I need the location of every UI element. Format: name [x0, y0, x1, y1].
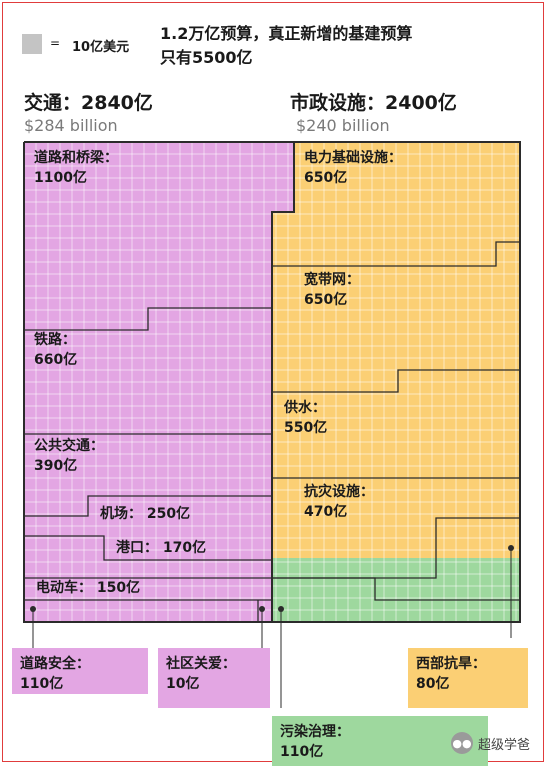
- boundary-道路和桥梁: [24, 307, 272, 331]
- label-name: 供水：: [284, 400, 326, 416]
- callout-value: 80亿: [416, 676, 450, 692]
- callout-道路安全: 道路安全： 110亿: [12, 648, 148, 694]
- label-value: 170亿: [162, 540, 207, 556]
- wechat-icon: ●●: [450, 732, 473, 754]
- label-value: 150亿: [96, 580, 141, 596]
- callout-name: 污染治理：: [280, 724, 350, 740]
- label-电力基础设施: 电力基础设施： 650亿: [304, 148, 402, 188]
- label-抗灾设施: 抗灾设施： 470亿: [304, 482, 374, 522]
- label-name: 宽带网：: [304, 272, 360, 288]
- boundary-宽带网: [272, 369, 520, 393]
- callout-name: 社区关爱：: [166, 656, 236, 672]
- boundary-机场: [24, 535, 272, 561]
- label-name: 公共交通：: [34, 438, 104, 454]
- callout-name: 西部抗旱：: [416, 656, 486, 672]
- label-道路和桥梁: 道路和桥梁： 1100亿: [34, 148, 118, 188]
- label-value: 1100亿: [34, 170, 87, 186]
- callout-value: 110亿: [20, 676, 64, 692]
- label-value: 650亿: [304, 292, 348, 308]
- label-value: 650亿: [304, 170, 348, 186]
- watermark-text: 超级学爸: [477, 737, 530, 753]
- municipal-outline: [272, 141, 521, 623]
- label-铁路: 铁路： 660亿: [34, 330, 77, 370]
- label-供水: 供水： 550亿: [284, 398, 327, 438]
- watermark: ●● 超级学爸: [450, 732, 530, 754]
- label-机场: 机场： 250亿: [100, 504, 190, 524]
- headline-line-2: 只有5500亿: [160, 48, 253, 67]
- callout-社区关爱: 社区关爱： 10亿: [158, 648, 270, 708]
- callout-西部抗旱: 西部抗旱： 80亿: [408, 648, 528, 708]
- headline-line-1: 1.2万亿预算，真正新增的基建预算: [160, 24, 413, 43]
- label-宽带网: 宽带网： 650亿: [304, 270, 360, 310]
- label-电动车: 电动车： 150亿: [36, 578, 140, 598]
- label-name: 道路和桥梁：: [34, 150, 118, 166]
- label-港口: 港口： 170亿: [116, 538, 206, 558]
- legend-swatch: [22, 34, 42, 54]
- boundary-公共交通: [24, 495, 272, 517]
- callout-value: 110亿: [280, 744, 324, 760]
- label-name: 机场：: [100, 506, 142, 522]
- transport-title: 交通：2840亿: [24, 92, 153, 114]
- callout-value: 10亿: [166, 676, 200, 692]
- label-value: 390亿: [34, 458, 78, 474]
- boundary-电力基础设施: [272, 241, 520, 267]
- label-name: 抗灾设施：: [304, 484, 374, 500]
- label-value: 660亿: [34, 352, 78, 368]
- label-value: 250亿: [146, 506, 191, 522]
- boundary-污染治理: [272, 577, 520, 601]
- municipal-subtitle: $240 billion: [296, 116, 390, 135]
- label-value: 470亿: [304, 504, 348, 520]
- label-name: 港口：: [116, 540, 158, 556]
- label-公共交通: 公共交通： 390亿: [34, 436, 104, 476]
- legend-label: 10亿美元: [72, 40, 130, 55]
- label-name: 电力基础设施：: [304, 150, 402, 166]
- legend-equals: =: [50, 36, 61, 50]
- callout-name: 道路安全：: [20, 656, 90, 672]
- label-value: 550亿: [284, 420, 328, 436]
- municipal-title: 市政设施：2400亿: [290, 92, 457, 114]
- label-name: 电动车：: [36, 580, 92, 596]
- transport-subtitle: $284 billion: [24, 116, 118, 135]
- label-name: 铁路：: [34, 332, 76, 348]
